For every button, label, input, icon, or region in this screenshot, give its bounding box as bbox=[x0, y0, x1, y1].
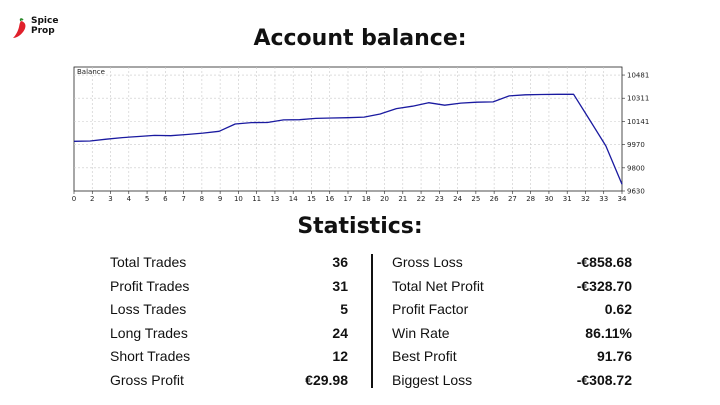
stats-right-values: -€858.68 -€328.70 0.62 86.11% 91.76 -€30… bbox=[520, 252, 632, 394]
x-tick-label: 8 bbox=[200, 195, 204, 203]
stat-value: 12 bbox=[332, 348, 348, 365]
x-tick-label: 2 bbox=[90, 195, 94, 203]
stat-value: -€858.68 bbox=[576, 254, 632, 270]
stat-label: Short Trades bbox=[110, 348, 191, 365]
x-tick-label: 13 bbox=[270, 195, 279, 203]
stat-value: €29.98 bbox=[305, 371, 348, 388]
stat-value: 36 bbox=[332, 254, 348, 270]
stat-label: Gross Profit bbox=[110, 371, 184, 388]
stat-label: Long Trades bbox=[110, 324, 188, 341]
x-tick-label: 16 bbox=[325, 195, 334, 203]
x-tick-label: 11 bbox=[252, 195, 261, 203]
x-tick-label: 0 bbox=[72, 195, 76, 203]
stat-value: 86.11% bbox=[585, 324, 632, 341]
x-tick-label: 10 bbox=[234, 195, 243, 203]
x-tick-label: 23 bbox=[435, 195, 444, 203]
x-tick-label: 15 bbox=[307, 195, 316, 203]
y-tick-label: 9630 bbox=[627, 188, 645, 196]
brand-line-1: Spice bbox=[31, 16, 59, 26]
page-title: Account balance: bbox=[253, 26, 467, 51]
stat-label: Profit Factor bbox=[392, 301, 469, 318]
stat-value: 24 bbox=[332, 324, 348, 341]
x-tick-label: 6 bbox=[163, 195, 168, 203]
x-tick-label: 18 bbox=[362, 195, 371, 203]
y-tick-label: 9970 bbox=[627, 141, 645, 149]
brand-logo: Spice Prop bbox=[12, 16, 72, 42]
chart-title: Balance bbox=[77, 68, 105, 76]
x-tick-label: 9 bbox=[218, 195, 222, 203]
stat-label: Total Trades bbox=[110, 254, 187, 270]
brand-name: Spice Prop bbox=[31, 16, 58, 36]
x-tick-label: 20 bbox=[380, 195, 389, 203]
stat-value: -€328.70 bbox=[576, 277, 632, 294]
stat-value: 5 bbox=[340, 301, 348, 318]
x-tick-label: 21 bbox=[398, 195, 407, 203]
x-tick-label: 31 bbox=[563, 195, 572, 203]
x-tick-label: 14 bbox=[289, 195, 298, 203]
x-tick-label: 17 bbox=[344, 195, 353, 203]
y-tick-label: 10141 bbox=[627, 118, 649, 126]
y-tick-label: 10311 bbox=[627, 95, 649, 103]
stat-value: -€308.72 bbox=[576, 371, 632, 388]
stat-value: 91.76 bbox=[596, 348, 632, 365]
x-tick-label: 28 bbox=[526, 195, 535, 203]
stat-label: Gross Loss bbox=[392, 254, 463, 270]
stat-label: Profit Trades bbox=[110, 277, 190, 294]
x-tick-label: 24 bbox=[453, 195, 462, 203]
stat-value: 0.62 bbox=[604, 301, 632, 318]
stat-label: Best Profit bbox=[392, 348, 457, 365]
x-tick-label: 4 bbox=[127, 195, 132, 203]
stats-right-labels: Gross Loss Total Net Profit Profit Facto… bbox=[392, 252, 484, 394]
x-tick-label: 34 bbox=[618, 195, 627, 203]
stat-label: Total Net Profit bbox=[392, 277, 484, 294]
chart-series bbox=[73, 93, 623, 185]
y-axis-ticks: 9630 9800 9970 10141 10311 10481 bbox=[622, 72, 649, 196]
x-tick-label: 27 bbox=[508, 195, 517, 203]
stats-left-labels: Total Trades Profit Trades Loss Trades L… bbox=[110, 252, 190, 394]
chart-grid bbox=[74, 67, 622, 191]
stats-left-values: 36 31 5 24 12 €29.98 bbox=[250, 252, 348, 394]
x-tick-label: 26 bbox=[490, 195, 499, 203]
x-tick-label: 5 bbox=[145, 195, 149, 203]
y-tick-label: 10481 bbox=[627, 72, 649, 80]
x-tick-label: 7 bbox=[181, 195, 185, 203]
statistics-panel: Total Trades Profit Trades Loss Trades L… bbox=[0, 252, 720, 392]
x-tick-label: 22 bbox=[417, 195, 426, 203]
stats-divider bbox=[371, 254, 373, 388]
stat-value: 31 bbox=[332, 277, 348, 294]
x-tick-label: 30 bbox=[544, 195, 553, 203]
chili-pepper-icon bbox=[13, 18, 26, 38]
x-tick-label: 32 bbox=[581, 195, 590, 203]
stat-label: Win Rate bbox=[392, 324, 450, 341]
x-tick-label: 3 bbox=[108, 195, 112, 203]
brand-line-2: Prop bbox=[31, 26, 55, 36]
x-tick-label: 33 bbox=[599, 195, 608, 203]
x-tick-label: 25 bbox=[471, 195, 480, 203]
balance-line bbox=[73, 93, 623, 185]
statistics-title: Statistics: bbox=[297, 214, 423, 239]
stat-label: Loss Trades bbox=[110, 301, 187, 318]
stat-label: Biggest Loss bbox=[392, 371, 473, 388]
y-tick-label: 9800 bbox=[627, 164, 645, 172]
x-axis-ticks: 0 2 3 4 5 6 7 8 9 10 11 13 14 15 16 17 18 20 21 22 23 24 25 26 2… bbox=[72, 191, 627, 203]
